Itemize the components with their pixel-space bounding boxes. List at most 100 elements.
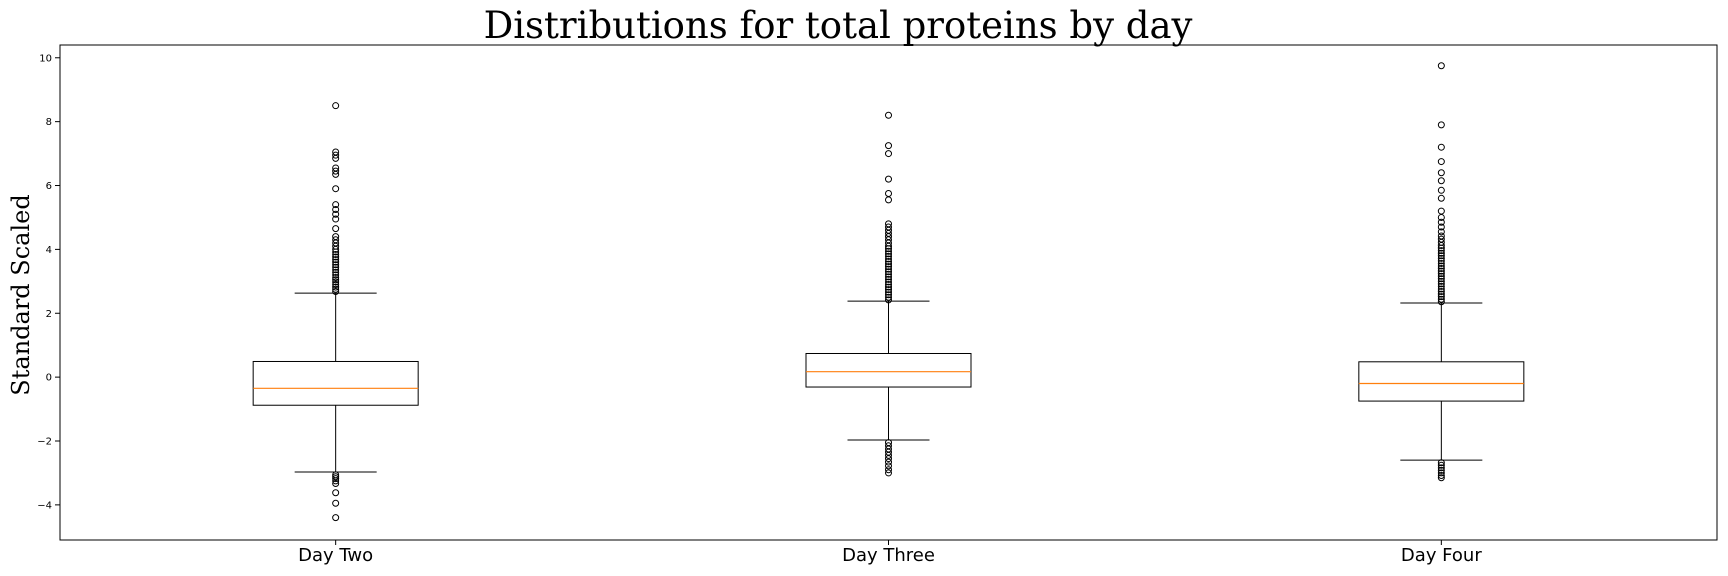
outlier-point (1437, 282, 1445, 290)
outlier-point (885, 439, 892, 447)
outlier-point (885, 275, 892, 283)
outlier-point (332, 288, 340, 296)
outlier-point (885, 466, 892, 474)
outlier-point (885, 278, 892, 286)
outlier-point (885, 247, 892, 255)
outlier-point (332, 285, 340, 293)
outlier-point (332, 261, 340, 269)
outlier-point (1437, 461, 1445, 469)
outlier-point (1437, 265, 1445, 273)
outlier-point (1437, 235, 1445, 243)
outlier-point (1437, 275, 1445, 283)
outlier-point (1437, 247, 1445, 255)
outlier-point (332, 233, 340, 241)
outlier-point (332, 236, 340, 244)
x-tick-label: Day Four (1401, 545, 1482, 566)
outlier-point (332, 185, 340, 193)
outlier-point (885, 142, 892, 150)
outlier-point (332, 278, 340, 286)
outlier-point (332, 148, 340, 156)
outlier-point (885, 458, 892, 466)
y-tick-label: 8 (46, 117, 52, 128)
outlier-point (332, 479, 340, 487)
outlier-point (332, 164, 340, 172)
outlier-point (1437, 471, 1445, 479)
outlier-point (885, 265, 892, 273)
outlier-point (332, 263, 340, 271)
outlier-point (885, 255, 892, 263)
outlier-point (332, 514, 340, 522)
outlier-point (1437, 232, 1445, 240)
outlier-point (1437, 121, 1445, 129)
outlier-point (332, 253, 340, 261)
outlier-point (332, 210, 340, 218)
y-tick-label: 4 (46, 245, 52, 256)
outlier-point (885, 462, 892, 470)
outlier-point (885, 190, 892, 197)
outlier-point (332, 205, 340, 213)
outlier-point (1437, 469, 1445, 477)
outlier-point (332, 271, 340, 279)
outlier-point (1437, 252, 1445, 260)
x-tick-label: Day Three (842, 545, 935, 566)
y-tick-label: −4 (37, 500, 52, 511)
outlier-point (1437, 464, 1445, 472)
outlier-point (332, 167, 340, 175)
outlier-point (885, 286, 892, 294)
outlier-point (885, 291, 892, 299)
outlier-point (885, 250, 892, 258)
outlier-point (332, 281, 340, 289)
outlier-point (1437, 262, 1445, 270)
outlier-point (1437, 272, 1445, 280)
outlier-point (885, 223, 892, 231)
outlier-point (332, 499, 340, 507)
outlier-point (1437, 298, 1445, 306)
outlier-point (1437, 194, 1445, 202)
outlier-point (1437, 158, 1445, 166)
outlier-point (332, 151, 340, 159)
outlier-point (885, 268, 892, 276)
outlier-point (885, 220, 892, 228)
outlier-point (332, 256, 340, 264)
y-tick-label: 2 (46, 309, 52, 320)
outlier-point (1437, 186, 1445, 194)
outlier-point (885, 175, 892, 183)
outlier-point (1437, 474, 1445, 482)
outlier-point (885, 263, 892, 271)
outlier-point (885, 296, 892, 304)
outlier-point (1437, 254, 1445, 262)
outlier-point (332, 283, 340, 291)
outlier-point (332, 215, 340, 223)
y-tick-label: −2 (37, 437, 52, 448)
outlier-point (1437, 293, 1445, 301)
outlier-point (1437, 228, 1445, 236)
y-tick-label: 0 (46, 373, 52, 384)
outlier-point (1437, 267, 1445, 275)
iqr-box (805, 352, 972, 388)
outlier-point (1437, 249, 1445, 257)
outlier-point (885, 469, 892, 477)
outlier-point (332, 102, 340, 110)
outlier-point (1437, 218, 1445, 226)
iqr-box (1358, 361, 1525, 402)
outlier-point (1437, 177, 1445, 185)
chart-title: Distributions for total proteins by day (484, 4, 1193, 47)
plot-area: −4 −2 0 2 4 6 8 10 Day Two Day Three Day Four (37, 44, 1718, 566)
outlier-point (1437, 259, 1445, 267)
outlier-point (1437, 280, 1445, 288)
outlier-point (332, 201, 340, 209)
iqr-box (252, 360, 419, 406)
outlier-point (1437, 207, 1445, 215)
outlier-point (1437, 270, 1445, 278)
outlier-point (885, 258, 892, 266)
outlier-point (885, 442, 892, 450)
outlier-point (332, 471, 340, 479)
outlier-point (885, 150, 892, 158)
y-tick-label: 6 (46, 181, 52, 192)
outlier-point (1437, 169, 1445, 177)
outlier-point (1437, 466, 1445, 474)
outlier-point (1437, 295, 1445, 303)
y-tick-label: 10 (39, 53, 52, 64)
